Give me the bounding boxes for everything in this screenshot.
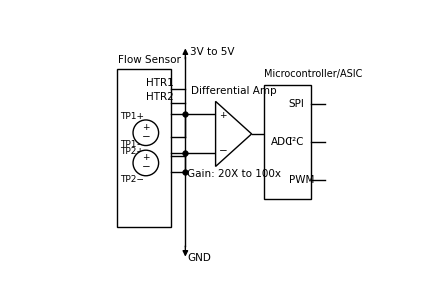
Text: TP2−: TP2−: [120, 175, 144, 184]
Text: −: −: [219, 146, 228, 156]
Text: Gain: 20X to 100x: Gain: 20X to 100x: [187, 169, 281, 179]
Text: +: +: [142, 123, 149, 132]
Text: Differential Amp: Differential Amp: [191, 85, 277, 95]
Text: Flow Sensor: Flow Sensor: [118, 55, 181, 65]
Text: SPI: SPI: [289, 99, 305, 109]
Text: PWM: PWM: [289, 175, 314, 185]
Text: +: +: [219, 111, 226, 120]
Text: TP2+: TP2+: [120, 147, 144, 156]
Bar: [264, 85, 311, 199]
Text: +: +: [142, 153, 149, 162]
Text: GND: GND: [187, 253, 212, 263]
Text: HTR2: HTR2: [146, 92, 174, 102]
Text: TP1−: TP1−: [120, 140, 144, 149]
Text: HTR1: HTR1: [146, 78, 174, 88]
Text: Microcontroller/ASIC: Microcontroller/ASIC: [264, 69, 363, 79]
Circle shape: [133, 150, 159, 176]
Text: ADC: ADC: [271, 137, 294, 147]
Text: I²C: I²C: [289, 137, 303, 147]
Polygon shape: [216, 101, 251, 166]
Bar: [117, 69, 172, 227]
Text: −: −: [141, 132, 150, 142]
Circle shape: [133, 120, 159, 146]
Text: −: −: [141, 162, 150, 172]
Text: TP1+: TP1+: [120, 112, 144, 121]
Text: 3V to 5V: 3V to 5V: [190, 47, 235, 57]
